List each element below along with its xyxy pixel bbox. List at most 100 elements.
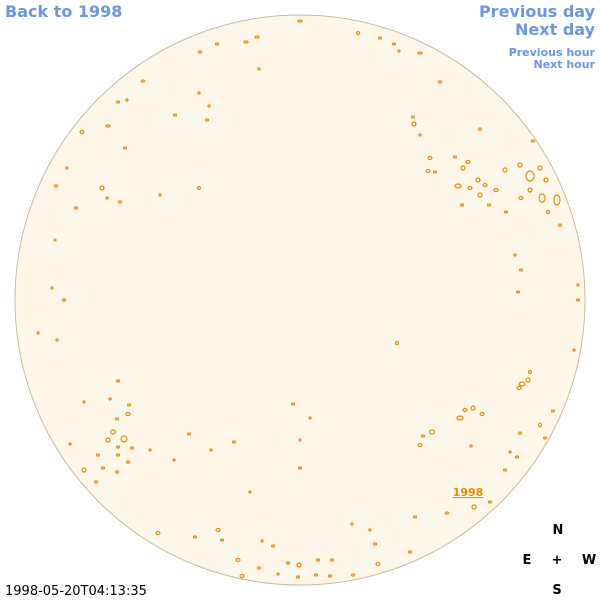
contour (315, 558, 321, 562)
contour (129, 446, 135, 450)
contour (327, 574, 333, 578)
contour (514, 455, 520, 459)
contour (375, 561, 381, 567)
contour (68, 442, 72, 446)
contour (475, 177, 481, 183)
contour (391, 42, 397, 46)
contour (542, 436, 548, 440)
contour (467, 185, 473, 191)
contour (239, 573, 245, 579)
contour (148, 448, 152, 452)
contour (502, 167, 508, 173)
contour (61, 298, 67, 302)
previous-day-link[interactable]: Previous day (479, 2, 596, 21)
contour (297, 19, 303, 23)
contour (36, 331, 40, 335)
contour (493, 187, 499, 193)
contour (518, 268, 524, 272)
contour (290, 402, 296, 406)
contour (527, 187, 533, 193)
contour (525, 377, 531, 383)
contour (432, 170, 438, 174)
contour (285, 561, 291, 565)
previous-hour-link[interactable]: Previous hour (509, 46, 596, 59)
contour (516, 385, 522, 391)
contour (411, 121, 417, 127)
contour (231, 440, 237, 444)
contour (298, 438, 302, 442)
contour (550, 409, 556, 413)
contour (243, 40, 249, 44)
contour (295, 575, 301, 579)
contour (55, 338, 59, 342)
contour (82, 400, 86, 404)
contour (502, 468, 508, 472)
contour (100, 466, 106, 470)
contour (53, 238, 57, 242)
contour (428, 429, 436, 435)
contour (99, 185, 105, 191)
compass-west: W (582, 553, 596, 568)
contour (158, 193, 162, 197)
contour (470, 405, 476, 411)
contour (120, 435, 128, 443)
contour (117, 200, 123, 204)
contour (172, 113, 178, 117)
contour (368, 528, 372, 532)
contour (465, 159, 471, 165)
contour (412, 515, 418, 519)
contour (487, 500, 493, 504)
contour (508, 450, 512, 454)
next-hour-link[interactable]: Next hour (534, 58, 596, 71)
contour (50, 286, 54, 290)
contour (186, 432, 192, 436)
contour (95, 453, 101, 457)
contour (155, 530, 161, 536)
timestamp: 1998-05-20T04:13:35 (5, 584, 147, 599)
contour (204, 118, 210, 122)
contour (444, 511, 450, 515)
back-link[interactable]: Back to 1998 (5, 2, 122, 21)
contour (235, 557, 241, 563)
contour (397, 49, 401, 53)
next-day-link[interactable]: Next day (515, 20, 596, 39)
contour (215, 527, 221, 533)
contour (418, 133, 422, 137)
contour (513, 253, 517, 257)
contour (125, 460, 131, 464)
compass-east: E (523, 553, 532, 568)
contour (125, 98, 129, 102)
contour (462, 407, 468, 413)
contour (105, 124, 111, 128)
solar-disk (14, 14, 586, 586)
contour (486, 203, 492, 207)
contour (105, 437, 111, 443)
disk-label-link[interactable]: 1998 (453, 486, 484, 499)
contour (557, 223, 563, 227)
contour (471, 504, 477, 510)
contour (527, 369, 533, 375)
contour (81, 467, 87, 473)
contour (553, 194, 561, 206)
contour (477, 127, 483, 131)
contour (79, 129, 85, 135)
compass-center: + (552, 553, 563, 568)
contour (219, 538, 225, 542)
contour (254, 35, 260, 39)
contour (452, 155, 458, 159)
contour (114, 417, 120, 421)
contour (115, 445, 121, 449)
contour (350, 522, 354, 526)
compass-south: S (552, 583, 561, 598)
contour (576, 283, 580, 287)
contour (256, 566, 262, 570)
contour (427, 155, 433, 161)
contour (355, 30, 361, 36)
contour (207, 104, 211, 108)
contour (196, 185, 202, 191)
contour (407, 550, 413, 554)
contour (122, 146, 128, 150)
contour (276, 572, 280, 576)
